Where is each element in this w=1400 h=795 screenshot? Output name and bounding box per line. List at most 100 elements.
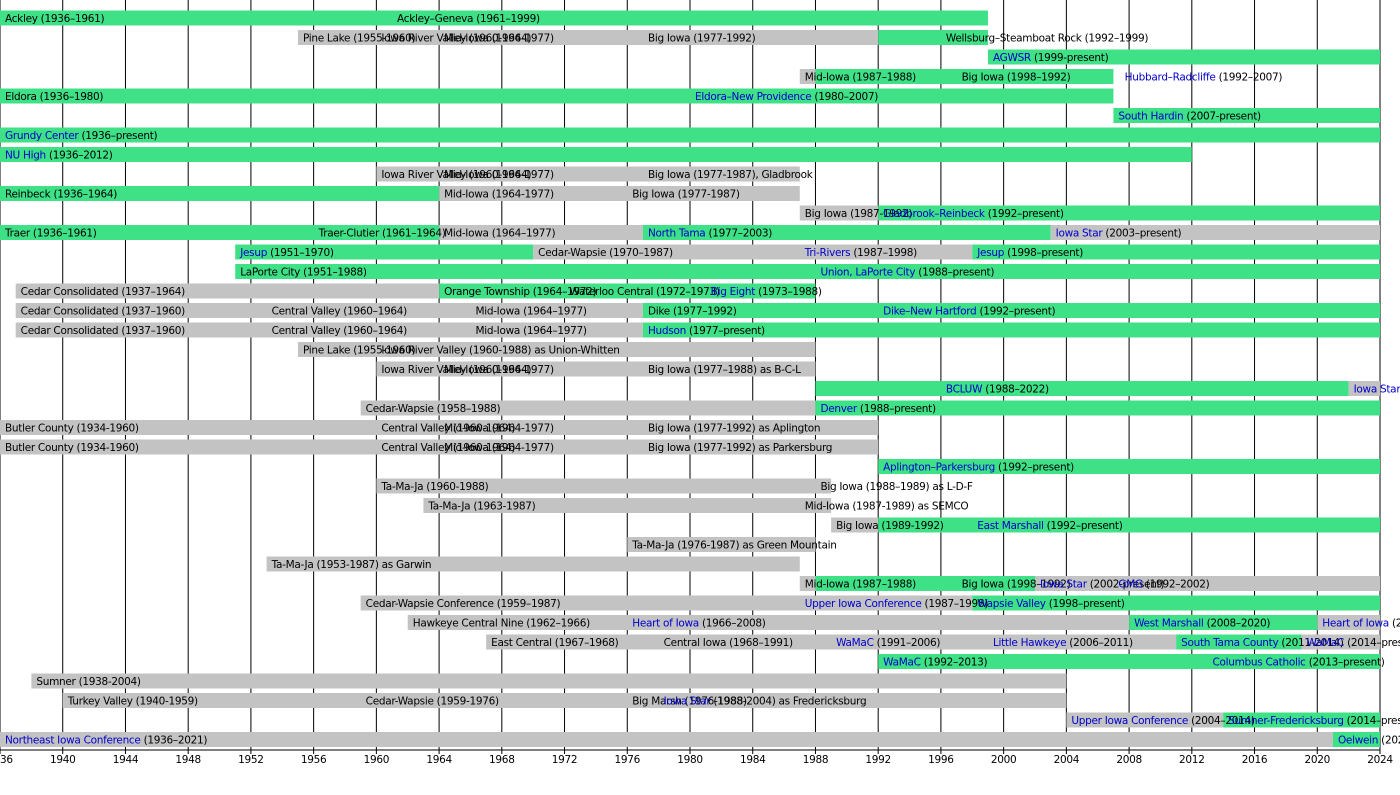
label-text: Mid-Iowa (1964-1977)	[444, 189, 554, 201]
label-link[interactable]: Grundy Center	[5, 130, 80, 142]
label-text: Mid-Iowa (1987–1988)	[805, 579, 916, 591]
label-link[interactable]: Columbus Catholic	[1213, 657, 1307, 669]
label-link[interactable]: Sumner-Fredericksburg	[1228, 715, 1344, 727]
label-link[interactable]: Aplington–Parkersburg	[883, 462, 995, 474]
bar-label: Wellsburg–Steamboat Rock (1992–1999)	[946, 33, 1149, 45]
bar-label: Mid-Iowa (1964–1977)	[444, 228, 555, 240]
label-text: Big Iowa (1977-1987)	[632, 189, 740, 201]
label-text: Hawkeye Central Nine (1962–1966)	[413, 618, 590, 630]
label-text: (1992–2002)	[1143, 579, 1210, 591]
x-tick-label: 1984	[740, 754, 766, 766]
bar-label: Ta-Ma-Ja (1976-1987) as Green Mountain	[631, 540, 836, 552]
label-text: (2014–present)	[1344, 637, 1400, 649]
bar-label: WaMaC (2014–present)	[1307, 637, 1400, 649]
label-text: Big Iowa (1998–1992)	[962, 72, 1071, 84]
bar	[831, 517, 879, 533]
bar-label: Mid-Iowa (1964-1977)	[444, 33, 554, 45]
label-link[interactable]: BCLUW	[946, 384, 983, 396]
label-link[interactable]: Eldora–New Providence	[695, 91, 812, 103]
label-link[interactable]: Denver	[820, 403, 858, 415]
label-text: Ta-Ma-Ja (1963-1987)	[427, 501, 535, 513]
label-link[interactable]: Heart of Iowa	[632, 618, 699, 630]
bar-label: Mid-Iowa (1964-1977)	[444, 423, 554, 435]
bar	[0, 186, 440, 201]
label-text: Sumner (1938-2004)	[36, 676, 141, 688]
bar-label: Big Marsh (1976-1988)	[632, 696, 747, 708]
label-link[interactable]: South Tama County	[1181, 637, 1279, 649]
x-tick-label: 1960	[364, 754, 390, 766]
label-link[interactable]: Big Eight	[711, 286, 756, 298]
label-link[interactable]: Little Hawkeye	[993, 637, 1067, 649]
bar-label: Big Iowa (1977-1992)	[648, 33, 756, 45]
label-link[interactable]: North Tama	[648, 228, 706, 240]
label-link[interactable]: Northeast Iowa Conference	[5, 735, 141, 747]
x-tick-label: 1972	[552, 754, 578, 766]
label-link[interactable]: GMG	[1118, 579, 1143, 591]
label-text: Iowa River Valley (1960-1988) as Union-W…	[381, 345, 619, 357]
bar-label: Heart of Iowa (2020–present)	[1322, 618, 1400, 630]
label-link[interactable]: AGWSR	[993, 52, 1031, 64]
bar-label: Big Iowa (1998–1992)	[962, 72, 1071, 84]
label-link[interactable]: Tri-Rivers	[804, 247, 851, 259]
label-text: (1936–2021)	[141, 735, 208, 747]
bar	[1050, 225, 1380, 240]
label-link[interactable]: Hudson	[648, 325, 686, 337]
bar	[1223, 712, 1380, 728]
bar-label: Iowa River Valley (1960-1988) as Union-W…	[381, 345, 619, 357]
label-link[interactable]: NU High	[5, 150, 46, 162]
bar-label: Wapsie Valley (1998–present)	[977, 598, 1125, 610]
bar	[642, 225, 1051, 240]
label-text: Ta-Ma-Ja (1960-1988)	[380, 481, 488, 493]
label-link[interactable]: Hubbard–Radcliffe	[1125, 72, 1216, 84]
x-tick-label: 1980	[677, 754, 703, 766]
bar-label: Iowa Star (1988-2004) as Fredericksburg	[664, 696, 867, 708]
label-text: Ackley (1936–1961)	[5, 13, 104, 25]
bar	[799, 576, 816, 591]
label-text: Cedar-Wapsie Conference (1959–1987)	[366, 598, 561, 610]
bar-label: BCLUW (1988–2022)	[946, 384, 1049, 396]
label-text: Big Iowa (1977-1987), Gladbrook	[648, 169, 814, 181]
label-link[interactable]: Union, LaPorte City	[820, 267, 915, 279]
label-text: (1980–2007)	[811, 91, 878, 103]
bar	[878, 205, 1380, 221]
label-link[interactable]: East Marshall	[977, 520, 1044, 532]
label-link[interactable]: Gladbrook–Reinbeck	[883, 208, 986, 220]
bar-label: Little Hawkeye (2006–2011)	[993, 637, 1133, 649]
label-link[interactable]: Iowa Star	[664, 696, 712, 708]
bar	[0, 127, 1380, 143]
label-link[interactable]: West Marshall	[1134, 618, 1204, 630]
bar	[799, 69, 816, 84]
label-link[interactable]: Jesup	[976, 247, 1005, 259]
label-link[interactable]: Jesup	[239, 247, 268, 259]
label-link[interactable]: South Hardin	[1118, 111, 1183, 123]
bar	[0, 147, 1192, 162]
label-link[interactable]: Upper Iowa Conference	[1071, 715, 1188, 727]
label-link[interactable]: Upper Iowa Conference	[805, 598, 922, 610]
label-link[interactable]: Iowa Star	[1040, 579, 1088, 591]
label-link[interactable]: WaMaC	[836, 637, 874, 649]
bar-label: Mid-Iowa (1987–1988)	[805, 579, 916, 591]
label-link[interactable]: Iowa Star	[1056, 228, 1104, 240]
label-link[interactable]: Wapsie Valley	[977, 598, 1046, 610]
label-link[interactable]: Oelwein	[1338, 735, 1378, 747]
bar-label: Central Valley (1960–1964)	[272, 325, 408, 337]
label-link[interactable]: WaMaC	[883, 657, 921, 669]
bar	[439, 283, 816, 299]
bar	[533, 244, 973, 260]
x-tick-label: 1976	[615, 754, 641, 766]
label-link[interactable]: Iowa Star	[1354, 384, 1400, 396]
bar	[62, 693, 1067, 708]
label-text: (1977–present)	[686, 325, 765, 337]
label-text: Iowa River Valley (1960-1964)	[381, 33, 531, 45]
bar-label: Dike–New Hartford (1992–present)	[883, 306, 1055, 318]
label-text: (1987–1998)	[921, 598, 988, 610]
label-link[interactable]: WaMaC	[1307, 637, 1345, 649]
bar-label: WaMaC (1991–2006)	[836, 637, 940, 649]
label-link[interactable]: Heart of Iowa	[1322, 618, 1389, 630]
bar-label: Mid-Iowa (1964-1977)	[444, 364, 554, 376]
bar	[297, 342, 816, 357]
label-text: Big Iowa (1977-1992) as Aplington	[648, 423, 820, 435]
label-text: (1936–present)	[78, 130, 157, 142]
label-link[interactable]: Dike–New Hartford	[883, 306, 977, 318]
bar-label: Sumner (1938-2004)	[36, 676, 141, 688]
